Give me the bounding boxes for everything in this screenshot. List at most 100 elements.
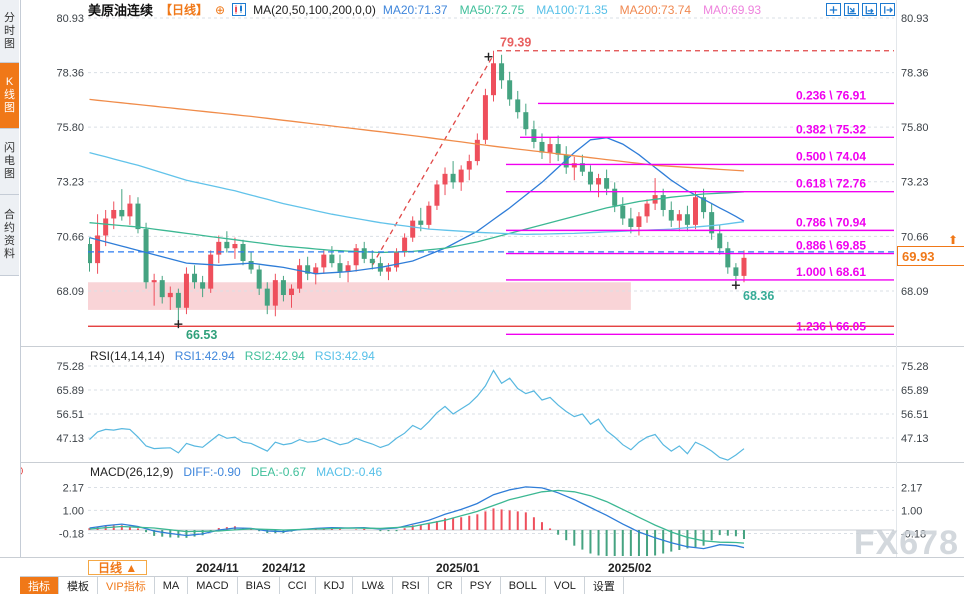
candle-body (337, 263, 343, 272)
candle-body (103, 218, 109, 236)
sidebar-tab-1[interactable]: 分时图 (0, 0, 19, 63)
candle-body (151, 280, 157, 283)
indicator-tab-LW&[interactable]: LW& (353, 577, 394, 594)
candle-body (693, 197, 698, 225)
indicator-tab-CCI[interactable]: CCI (280, 577, 316, 594)
candle-body (232, 243, 238, 249)
rsi-title[interactable]: RSI(14,14,14) (90, 349, 165, 363)
candle-body (571, 163, 577, 168)
candle-body (402, 237, 408, 253)
current-price-tag: 69.93 (897, 246, 964, 266)
indicator-tab-VOL[interactable]: VOL (546, 577, 585, 594)
price-axis-label-right: 73.23 (901, 177, 929, 189)
indicator-tab-VIP指标[interactable]: VIP指标 (98, 577, 155, 594)
trendline[interactable] (371, 54, 495, 266)
candle-body (523, 112, 529, 130)
macd-axis-label-left: 1.00 (63, 505, 84, 517)
fib-label: 1.000 \ 68.61 (796, 265, 866, 279)
indicator-tab-MACD[interactable]: MACD (188, 577, 238, 594)
rsi-axis-label-left: 65.89 (56, 385, 84, 397)
indicator-tab-模板[interactable]: 模板 (59, 577, 98, 594)
price-axis-label-left: 68.09 (56, 286, 84, 298)
indicator-tab-KDJ[interactable]: KDJ (316, 577, 354, 594)
candle-body (684, 214, 690, 225)
candle-body (159, 280, 165, 298)
indicator-tab-BOLL[interactable]: BOLL (501, 577, 546, 594)
sidebar-tab-3[interactable]: 闪电图 (0, 129, 19, 195)
indicator-tab-指标[interactable]: 指标 (20, 577, 59, 594)
indicator-tab-PSY[interactable]: PSY (462, 577, 501, 594)
candlestick-chart-icon[interactable] (232, 3, 247, 16)
macd-axis-label-left: -0.18 (59, 529, 84, 541)
candle-body (709, 212, 715, 234)
candle-body (119, 209, 125, 217)
fib-label: 0.236 \ 76.91 (796, 88, 866, 102)
candle-body (410, 220, 416, 238)
candle-body (555, 144, 561, 155)
period-label[interactable]: 【日线】 (160, 3, 209, 17)
indicator-tab-bar: 指标 模板 VIP指标 MA MACD BIAS CCI KDJ LW& RSI CR PSY BOLL… (20, 576, 964, 594)
candle-body (329, 254, 335, 264)
ma-values: MA20:71.37 MA50:72.75 MA100:71.35 MA200:73.… (383, 3, 761, 17)
indicator-tab-设置[interactable]: 设置 (585, 577, 624, 594)
candle-body (111, 209, 117, 219)
price-axis-label-right: 80.93 (901, 13, 929, 25)
sidebar-tab-4[interactable]: 合约资料 (0, 195, 19, 276)
indicator-tab-RSI[interactable]: RSI (393, 577, 429, 594)
candle-body (88, 243, 92, 264)
ma20-line (89, 137, 745, 275)
rsi-panel-header: RSI(14,14,14) RSI1:42.94 RSI2:42.94 RSI3:4… (90, 349, 375, 363)
period-selector-button[interactable]: 日线 ▲ (88, 560, 148, 575)
rsi-axis-label-right: 56.51 (901, 409, 929, 421)
candle-body (345, 265, 351, 272)
crosshair-icon[interactable] (826, 3, 841, 16)
candle-body (644, 203, 650, 217)
symbol-name[interactable]: 美原油连续 (88, 3, 154, 18)
indicator-tab-MA[interactable]: MA (155, 577, 189, 594)
candle-body (741, 257, 747, 276)
macd-title[interactable]: MACD(26,12,9) (90, 465, 174, 479)
goto-latest-icon[interactable] (880, 3, 895, 16)
candle-body (394, 252, 400, 268)
candle-body (563, 154, 569, 168)
candle-body (579, 163, 585, 172)
scale-axis-icon[interactable] (844, 3, 859, 16)
candle-body (313, 267, 319, 274)
indicator-value: RSI2:42.94 (244, 349, 305, 363)
fib-label: 1.236 \ 66.05 (796, 319, 866, 333)
indicator-tab-BIAS[interactable]: BIAS (238, 577, 280, 594)
candle-body (385, 267, 391, 272)
ma-value: MA0:69.93 (703, 2, 762, 17)
macd-diff-line (89, 486, 745, 550)
ma200-line (89, 98, 745, 172)
candle-body (167, 292, 173, 298)
candle-body (280, 280, 286, 296)
candle-body (660, 195, 666, 210)
candle-body (612, 188, 618, 206)
candle-body (515, 99, 521, 113)
candle-body (676, 214, 682, 221)
x-axis-row: 日线 ▲ 2024/11 2024/12 2025/01 2025/02 (20, 557, 964, 577)
candle-body (200, 282, 206, 289)
chart-header: 美原油连续 【日线】 ⊕ MA(20,50,100,200,0,0) MA20:… (88, 1, 761, 19)
candle-body (539, 141, 545, 153)
price-up-arrow-icon: ⬆ (948, 233, 959, 247)
ma50-line (89, 191, 745, 254)
candle-body (353, 248, 359, 266)
ma-value: MA100:71.35 (536, 2, 608, 17)
rsi-axis-label-left: 47.13 (56, 433, 84, 445)
date-label: 2024/11 (196, 561, 239, 575)
candle-body (256, 269, 262, 289)
candle-body (717, 233, 723, 249)
bottom-left-corner (0, 557, 20, 594)
watermark: FX678 (853, 524, 959, 562)
indicator-tab-CR[interactable]: CR (429, 577, 462, 594)
fib-label: 0.382 \ 75.32 (796, 122, 866, 136)
candle-body (491, 63, 496, 96)
scale-time-icon[interactable] (862, 3, 877, 16)
price-axis-label-right: 75.80 (901, 122, 929, 134)
price-axis-label-right: 68.09 (901, 286, 929, 298)
add-indicator-icon[interactable]: ⊕ (215, 2, 226, 17)
